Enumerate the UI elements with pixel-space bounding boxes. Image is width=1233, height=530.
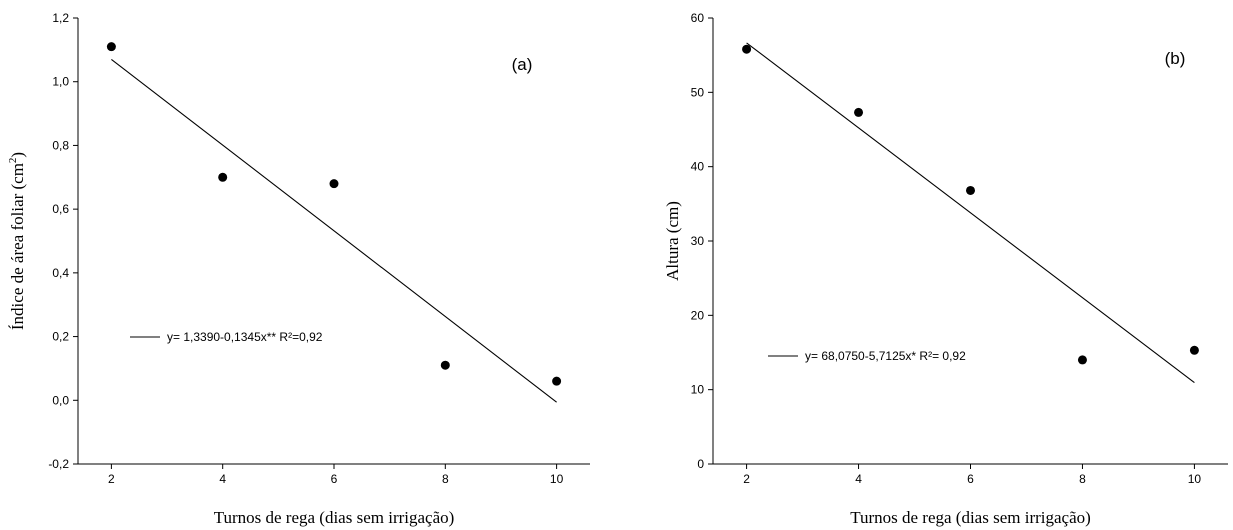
chart-panel-a: -0,2 0,0 0,2 0,4 0,6 0,8 1,0 1,2 2 4 6 8 10 Turnos de… bbox=[7, 11, 590, 527]
y-tick-label: 1,2 bbox=[52, 11, 69, 25]
y-axis-title-close: ) bbox=[8, 152, 27, 158]
regression-line bbox=[746, 42, 1195, 384]
x-tick-label: 4 bbox=[219, 472, 226, 486]
data-point bbox=[1077, 355, 1087, 365]
x-tick-label: 2 bbox=[743, 472, 750, 486]
y-axis-title-text: Altura (cm) bbox=[663, 201, 682, 281]
data-point bbox=[106, 42, 116, 52]
y-tick-label: 0,6 bbox=[52, 202, 69, 216]
data-point bbox=[552, 376, 562, 386]
x-axis-title: Turnos de rega (dias sem irrigação) bbox=[850, 508, 1091, 527]
y-tick-label: -0,2 bbox=[48, 457, 69, 471]
panel-label: (a) bbox=[512, 55, 533, 74]
y-axis-title-superscript: 2 bbox=[7, 158, 19, 164]
data-point bbox=[966, 185, 975, 195]
data-point bbox=[329, 179, 339, 189]
y-tick-label: 0,4 bbox=[52, 266, 69, 280]
legend-equation: y= 1,3390-0,1345x** R²=0,92 bbox=[167, 330, 323, 344]
chart-panel-b: 0 10 20 30 40 50 60 2 4 6 8 10 Turnos de rega (dias … bbox=[663, 11, 1228, 527]
x-tick-label: 10 bbox=[1188, 472, 1202, 486]
x-tick-label: 10 bbox=[550, 472, 564, 486]
data-point bbox=[218, 172, 228, 182]
x-tick-label: 8 bbox=[442, 472, 449, 486]
x-tick-label: 8 bbox=[1079, 472, 1086, 486]
y-axis-title-text: Índice de área foliar (cm bbox=[8, 163, 27, 330]
y-axis-title: Índice de área foliar (cm2) bbox=[7, 152, 27, 330]
y-tick-label: 50 bbox=[691, 85, 705, 99]
data-point bbox=[1189, 345, 1199, 355]
y-tick-label: 0,2 bbox=[52, 330, 69, 344]
panel-label: (b) bbox=[1165, 49, 1186, 68]
y-tick-label: 0 bbox=[697, 457, 704, 471]
legend-equation: y= 68,0750-5,7125x* R²= 0,92 bbox=[805, 349, 966, 363]
data-point bbox=[742, 44, 752, 54]
y-tick-label: 0,0 bbox=[52, 393, 69, 407]
y-tick-label: 60 bbox=[691, 11, 705, 25]
x-tick-label: 2 bbox=[108, 472, 115, 486]
x-tick-label: 4 bbox=[855, 472, 862, 486]
data-point bbox=[440, 360, 450, 370]
y-tick-label: 0,8 bbox=[52, 138, 69, 152]
x-tick-label: 6 bbox=[967, 472, 974, 486]
x-axis-title: Turnos de rega (dias sem irrigação) bbox=[214, 508, 455, 527]
y-tick-label: 10 bbox=[691, 383, 705, 397]
y-tick-label: 1,0 bbox=[52, 75, 69, 89]
y-tick-label: 30 bbox=[691, 234, 705, 248]
y-tick-label: 40 bbox=[691, 160, 705, 174]
data-point bbox=[854, 107, 864, 117]
regression-line bbox=[111, 58, 557, 403]
y-tick-label: 20 bbox=[691, 308, 705, 322]
y-axis-title: Altura (cm) bbox=[663, 201, 682, 281]
x-tick-label: 6 bbox=[331, 472, 338, 486]
